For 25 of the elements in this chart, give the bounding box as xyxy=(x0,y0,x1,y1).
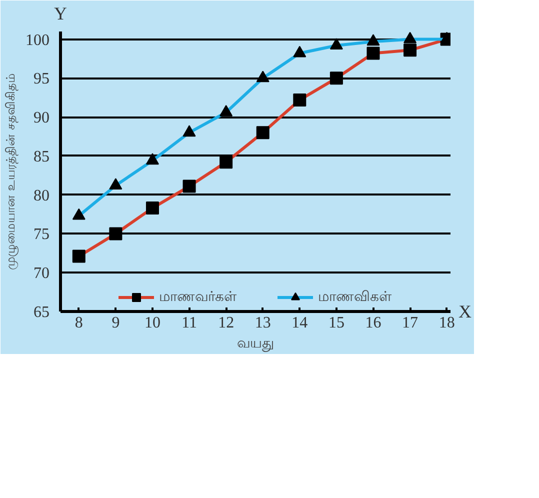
text: X xyxy=(458,302,472,322)
x-tick-label: 16 xyxy=(365,314,382,332)
x-tick-label: 12 xyxy=(218,314,234,332)
y-tick-label: 80 xyxy=(34,187,50,204)
y-tick-label: 100 xyxy=(26,32,50,49)
legend-label: மாணவிகள் xyxy=(318,288,392,306)
x-tick-label: 15 xyxy=(328,314,344,332)
y-tick-label: 95 xyxy=(34,70,50,88)
y-axis-title: முழுமையான உயரத்தின் சதவிகிதம் xyxy=(4,73,18,270)
y-tick-label: 65 xyxy=(34,304,50,321)
x-tick-label: 10 xyxy=(144,314,160,332)
y-tick-label: 85 xyxy=(34,148,50,166)
x-tick-label: 14 xyxy=(292,314,308,332)
x-tick-label: 9 xyxy=(112,314,120,332)
x-tick-label: 13 xyxy=(254,314,271,332)
legend-label: மாணவர்கள் xyxy=(159,288,237,306)
y-tick-label: 75 xyxy=(34,226,50,244)
x-tick-label: 17 xyxy=(402,314,418,332)
y-tick-label: 90 xyxy=(34,110,50,127)
y-tick-label: 70 xyxy=(34,265,50,282)
x-axis-title: வயது xyxy=(237,336,274,352)
text: Y xyxy=(54,4,67,24)
x-tick-label: 11 xyxy=(182,314,197,332)
x-tick-label: 8 xyxy=(74,314,83,332)
x-tick-label: 18 xyxy=(438,314,455,332)
